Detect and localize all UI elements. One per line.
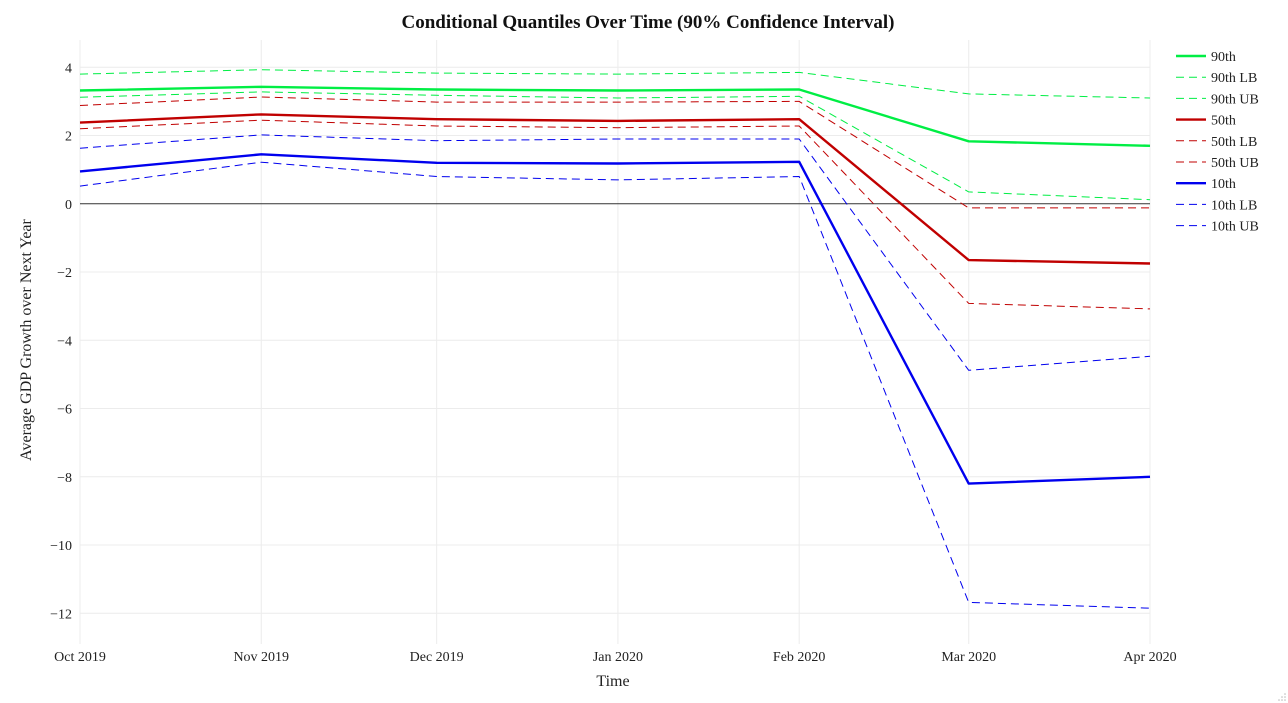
series-line-50th-lb[interactable] bbox=[79, 96, 1150, 209]
x-tick-label: Feb 2020 bbox=[773, 650, 826, 665]
legend-item-90th-ub[interactable]: 90th UB bbox=[1176, 92, 1259, 107]
legend-label: 10th LB bbox=[1211, 198, 1257, 213]
y-tick-label: −6 bbox=[57, 403, 72, 418]
series-lines bbox=[79, 69, 1151, 609]
series-line-50th-ub[interactable] bbox=[79, 119, 1151, 310]
legend-item-10th-lb[interactable]: 10th LB bbox=[1176, 198, 1257, 213]
chart-title: Conditional Quantiles Over Time (90% Con… bbox=[402, 12, 895, 33]
legend[interactable]: 90th 90th LB 90th UB 50th 50th LB 50th UB 10th… bbox=[1176, 50, 1259, 235]
y-tick-label: −12 bbox=[50, 607, 72, 622]
y-axis-ticks: 4 2 0 −2 −4 −6 −8 −10 −12 bbox=[50, 61, 72, 622]
y-tick-label: 4 bbox=[65, 61, 72, 76]
legend-label: 50th LB bbox=[1211, 135, 1257, 150]
x-tick-label: Dec 2019 bbox=[410, 650, 464, 665]
series-line-10th[interactable] bbox=[79, 153, 1151, 485]
legend-item-50th[interactable]: 50th bbox=[1176, 114, 1236, 129]
x-axis-label: Time bbox=[596, 673, 629, 690]
series-line-10th-lb[interactable] bbox=[79, 134, 1151, 371]
x-axis-ticks: Oct 2019 Nov 2019 Dec 2019 Jan 2020 Feb 2020… bbox=[54, 650, 1177, 665]
y-tick-label: 0 bbox=[65, 198, 72, 213]
legend-label: 10th bbox=[1211, 177, 1236, 192]
legend-label: 50th bbox=[1211, 114, 1236, 129]
legend-item-10th-ub[interactable]: 10th UB bbox=[1176, 220, 1259, 235]
series-line-50th[interactable] bbox=[79, 113, 1151, 265]
y-tick-label: 2 bbox=[65, 130, 72, 145]
y-tick-label: −2 bbox=[57, 266, 72, 281]
x-tick-label: Oct 2019 bbox=[54, 650, 106, 665]
legend-item-10th[interactable]: 10th bbox=[1176, 177, 1236, 192]
legend-label: 90th bbox=[1211, 50, 1236, 65]
resize-grip-icon[interactable] bbox=[1278, 693, 1286, 701]
legend-label: 10th UB bbox=[1211, 220, 1259, 235]
series-line-90th-lb[interactable] bbox=[79, 69, 1151, 99]
legend-item-90th[interactable]: 90th bbox=[1176, 50, 1236, 65]
y-tick-label: −4 bbox=[57, 334, 72, 349]
series-line-90th-ub[interactable] bbox=[79, 91, 1151, 201]
x-tick-label: Mar 2020 bbox=[941, 650, 996, 665]
series-line-90th[interactable] bbox=[79, 85, 1151, 147]
legend-label: 90th LB bbox=[1211, 71, 1257, 86]
legend-label: 50th UB bbox=[1211, 156, 1259, 171]
y-tick-label: −10 bbox=[50, 539, 72, 554]
grid-lines bbox=[79, 40, 1151, 644]
legend-item-50th-ub[interactable]: 50th UB bbox=[1176, 156, 1259, 171]
legend-item-90th-lb[interactable]: 90th LB bbox=[1176, 71, 1257, 86]
x-tick-label: Apr 2020 bbox=[1123, 650, 1176, 665]
series-line-10th-ub[interactable] bbox=[79, 161, 1151, 609]
x-tick-label: Nov 2019 bbox=[233, 650, 289, 665]
legend-label: 90th UB bbox=[1211, 92, 1259, 107]
x-tick-label: Jan 2020 bbox=[593, 650, 643, 665]
y-tick-label: −8 bbox=[57, 471, 72, 486]
y-axis-label: Average GDP Growth over Next Year bbox=[18, 218, 35, 460]
legend-item-50th-lb[interactable]: 50th LB bbox=[1176, 135, 1257, 150]
